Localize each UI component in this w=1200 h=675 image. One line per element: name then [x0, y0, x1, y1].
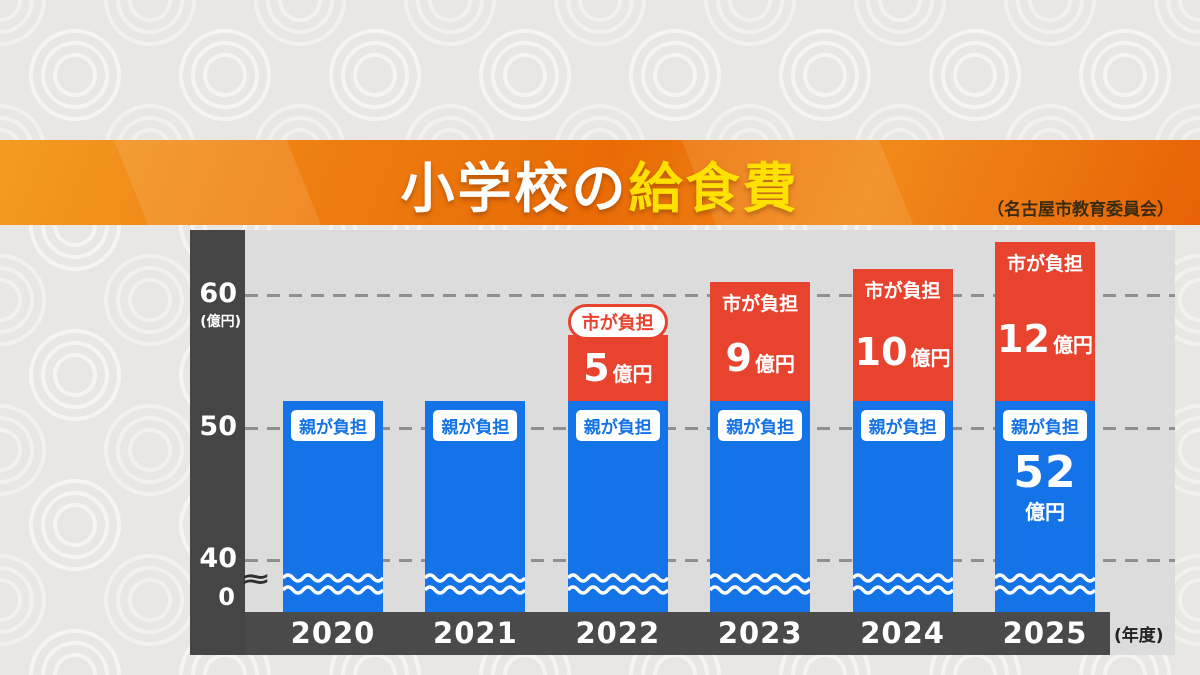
x-axis-label-2024: 2024	[860, 616, 945, 650]
axis-break-wave-icon	[710, 573, 811, 595]
x-axis-bar	[190, 612, 1110, 655]
city-bar: 市が負担 10 億円	[852, 268, 953, 401]
x-axis-label-2022: 2022	[575, 616, 661, 650]
parent-label-box: 親が負担	[291, 410, 375, 441]
parent-value-unit: 億円	[1024, 500, 1065, 524]
x-axis-label-2020: 2020	[290, 616, 376, 650]
axis-break-wave-icon	[283, 573, 383, 595]
city-label: 市が負担	[722, 292, 799, 315]
parent-label-box: 親が負担	[575, 410, 660, 441]
x-axis-label-2025: 2025	[1002, 616, 1088, 650]
city-value-unit: 億円	[612, 361, 653, 386]
city-label: 市が負担	[864, 279, 941, 302]
parent-label-box: 親が負担	[718, 410, 803, 441]
y-tick-label-40: 40	[199, 543, 237, 574]
city-bar: 市が負担 5 億円	[567, 303, 668, 401]
city-value-number: 9	[725, 336, 752, 381]
y-axis-unit-label: (億円)	[200, 314, 241, 330]
axis-break-wave-icon	[567, 573, 668, 595]
parent-label-box: 親が負担	[433, 410, 518, 441]
parent-value-label: 52 億円	[1013, 451, 1076, 524]
parent-bar: 親が負担	[425, 401, 526, 612]
parent-bar: 親が負担 52 億円	[995, 401, 1095, 612]
city-value-unit: 億円	[910, 345, 951, 370]
axis-break-wave-icon	[852, 573, 953, 595]
x-axis-label-2021: 2021	[433, 616, 518, 650]
parent-bar: 親が負担	[283, 401, 383, 612]
y-axis-bar: 0 40 50 60 (億円)	[190, 230, 245, 655]
page-title: 小学校の給食費	[0, 144, 1200, 223]
y-tick-label-0: 0	[218, 583, 235, 611]
parent-bar: 親が負担	[710, 401, 811, 612]
chart-panel: 0 40 50 60 (億円) 親が負担 親が負担 親が負担 市が負担 5 億円 親が負担 市が負担…	[190, 230, 1175, 655]
gridline-60	[245, 294, 1175, 297]
title-highlight: 給食費	[628, 157, 800, 220]
city-value-label: 10 億円	[855, 333, 951, 371]
city-label: 市が負担	[1006, 253, 1083, 275]
axis-break-symbol: ≈	[240, 564, 272, 593]
city-value-unit: 億円	[754, 352, 795, 377]
x-axis-labels: 2020 2021 2022 2023 2024 2025	[245, 612, 1175, 655]
x-axis-label-2023: 2023	[717, 616, 803, 650]
parent-label-box: 親が負担	[860, 410, 945, 441]
title-prefix: 小学校の	[400, 157, 629, 220]
city-value-label: 9 億円	[725, 339, 794, 377]
axis-break-wave-icon	[425, 573, 526, 595]
y-tick-label-50: 50	[199, 410, 237, 442]
city-bar: 市が負担 12 億円	[995, 242, 1095, 401]
parent-bar: 親が負担	[852, 401, 953, 612]
city-value-number: 5	[583, 345, 610, 390]
axis-break-wave-icon	[995, 573, 1095, 595]
parent-bar: 親が負担	[567, 401, 668, 612]
parent-label-box: 親が負担	[1003, 410, 1087, 441]
x-axis-unit-label: (年度)	[1114, 626, 1164, 646]
y-tick-label-60: 60	[199, 278, 237, 309]
gridline-40	[245, 559, 1175, 562]
city-value-number: 10	[854, 329, 908, 374]
plot-area: 親が負担 親が負担 親が負担 市が負担 5 億円 親が負担 市が負担 9 億円 親が負担 市が負担 10…	[245, 230, 1175, 612]
parent-value-number: 52	[1013, 447, 1077, 498]
city-value-label: 12 億円	[997, 320, 1093, 358]
city-value-label: 5 億円	[583, 349, 652, 387]
gridline-50	[245, 426, 1175, 430]
city-value-number: 12	[997, 316, 1050, 361]
source-credit: （名古屋市教育委員会）	[987, 200, 1174, 220]
city-value-unit: 億円	[1052, 332, 1093, 357]
city-bar: 市が負担 9 億円	[710, 281, 811, 401]
title-banner: 小学校の給食費 （名古屋市教育委員会）	[0, 140, 1200, 225]
city-label-badge: 市が負担	[567, 303, 668, 340]
